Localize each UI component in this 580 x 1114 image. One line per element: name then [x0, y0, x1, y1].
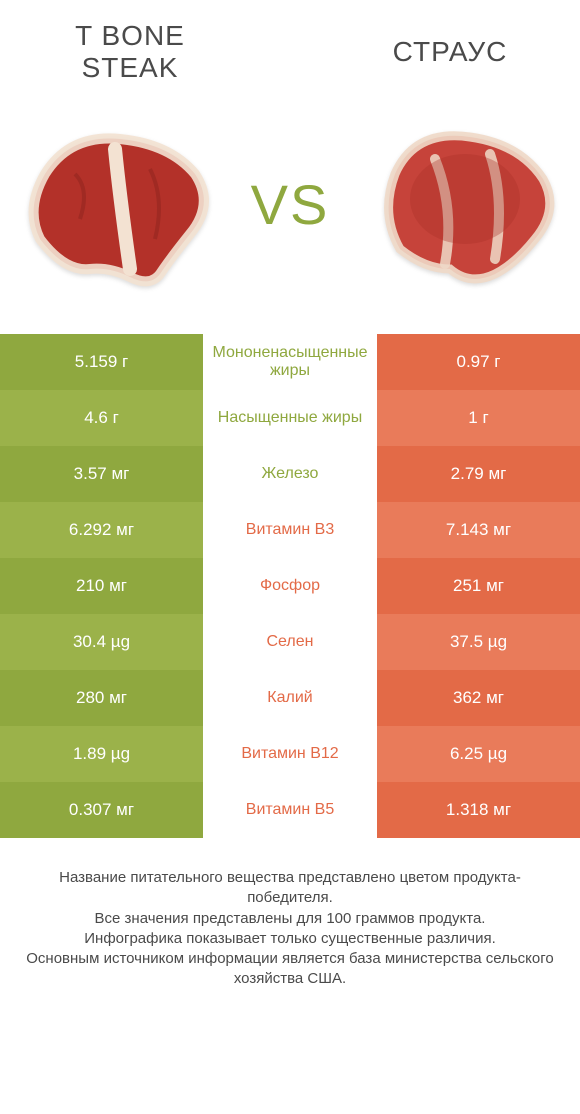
value-left: 1.89 µg: [0, 726, 203, 782]
nutrient-label: Мононенасыщенные жиры: [203, 334, 377, 390]
value-right: 2.79 мг: [377, 446, 580, 502]
value-left: 210 мг: [0, 558, 203, 614]
value-right: 1.318 мг: [377, 782, 580, 838]
value-left: 3.57 мг: [0, 446, 203, 502]
table-row: 30.4 µgСелен37.5 µg: [0, 614, 580, 670]
product-right-image: [370, 114, 560, 294]
value-left: 4.6 г: [0, 390, 203, 446]
table-row: 280 мгКалий362 мг: [0, 670, 580, 726]
value-right: 0.97 г: [377, 334, 580, 390]
nutrition-table: 5.159 гМононенасыщенные жиры0.97 г4.6 гН…: [0, 334, 580, 838]
value-left: 0.307 мг: [0, 782, 203, 838]
footnote: Название питательного вещества представл…: [0, 838, 580, 1010]
nutrient-label: Витамин B5: [203, 782, 377, 838]
footnote-line: Название питательного вещества представл…: [59, 869, 521, 906]
value-right: 362 мг: [377, 670, 580, 726]
nutrient-label: Витамин B12: [203, 726, 377, 782]
nutrient-label: Железо: [203, 446, 377, 502]
footnote-line: Все значения представлены для 100 граммо…: [95, 910, 486, 927]
table-row: 5.159 гМононенасыщенные жиры0.97 г: [0, 334, 580, 390]
value-right: 37.5 µg: [377, 614, 580, 670]
table-row: 210 мгФосфор251 мг: [0, 558, 580, 614]
value-left: 6.292 мг: [0, 502, 203, 558]
table-row: 4.6 гНасыщенные жиры1 г: [0, 390, 580, 446]
value-right: 1 г: [377, 390, 580, 446]
value-right: 6.25 µg: [377, 726, 580, 782]
product-left-title: T BONE STEAK: [30, 20, 230, 84]
footnote-line: Инфографика показывает только существенн…: [84, 930, 496, 947]
value-left: 280 мг: [0, 670, 203, 726]
vs-label: VS: [251, 172, 330, 237]
value-left: 5.159 г: [0, 334, 203, 390]
value-left: 30.4 µg: [0, 614, 203, 670]
product-right-title: СТРАУС: [350, 36, 550, 68]
table-row: 0.307 мгВитамин B51.318 мг: [0, 782, 580, 838]
nutrient-label: Фосфор: [203, 558, 377, 614]
table-row: 6.292 мгВитамин B37.143 мг: [0, 502, 580, 558]
nutrient-label: Селен: [203, 614, 377, 670]
nutrient-label: Насыщенные жиры: [203, 390, 377, 446]
nutrient-label: Калий: [203, 670, 377, 726]
table-row: 3.57 мгЖелезо2.79 мг: [0, 446, 580, 502]
table-row: 1.89 µgВитамин B126.25 µg: [0, 726, 580, 782]
footnote-line: Основным источником информации является …: [26, 950, 553, 987]
product-left-image: [20, 114, 210, 294]
value-right: 7.143 мг: [377, 502, 580, 558]
nutrient-label: Витамин B3: [203, 502, 377, 558]
value-right: 251 мг: [377, 558, 580, 614]
